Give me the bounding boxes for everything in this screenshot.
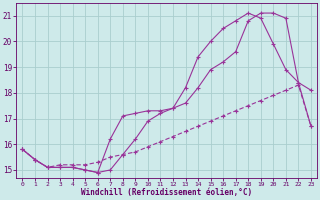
X-axis label: Windchill (Refroidissement éolien,°C): Windchill (Refroidissement éolien,°C) (81, 188, 252, 197)
